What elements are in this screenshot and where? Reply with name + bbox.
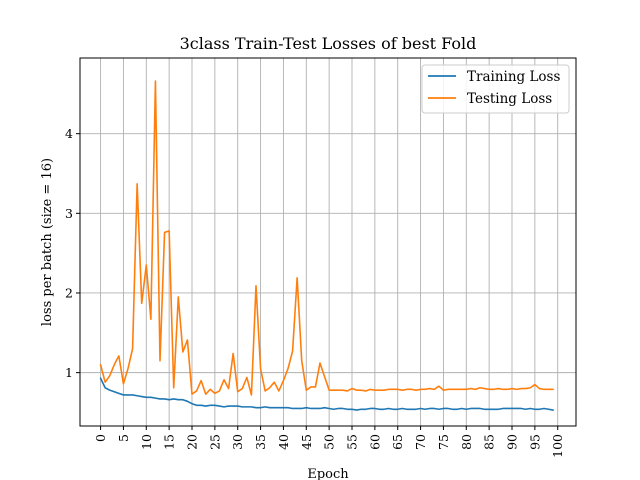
x-tick-label: 80 [459, 434, 474, 450]
chart-title: 3class Train-Test Losses of best Fold [180, 34, 477, 53]
x-tick-label: 35 [253, 434, 268, 450]
gridlines [80, 58, 576, 426]
y-tick-label: 4 [65, 126, 73, 141]
x-tick-label: 50 [322, 434, 337, 450]
x-tick-label: 90 [505, 434, 520, 450]
x-tick-label: 60 [367, 434, 382, 450]
series-lines [99, 80, 554, 411]
x-tick-label: 55 [345, 434, 360, 450]
testing-loss-line [99, 80, 554, 396]
y-axis-label: loss per batch (size = 16) [40, 158, 55, 326]
x-axis-label: Epoch [307, 467, 349, 480]
x-tick-label: 20 [185, 434, 200, 450]
legend-box [421, 64, 570, 114]
x-tick-label: 5 [116, 434, 131, 442]
x-tick-label: 15 [162, 434, 177, 450]
x-tick-label: 0 [93, 434, 108, 442]
training-loss-line [99, 377, 554, 411]
x-tick-label: 75 [436, 434, 451, 450]
x-tick-label: 65 [390, 434, 405, 450]
y-tick-label: 3 [65, 206, 73, 221]
legend: Training Loss Testing Loss [421, 64, 570, 114]
y-tick-label: 1 [65, 365, 73, 380]
axis-ticks: 0 5 10 15 20 25 30 35 40 45 50 55 60 65 70 75 80 85 90 95 10… [65, 126, 565, 458]
legend-label-testing: Testing Loss [467, 91, 552, 107]
x-tick-label: 30 [230, 434, 245, 450]
plot-area-frame [79, 57, 577, 427]
x-tick-label: 25 [207, 434, 222, 450]
y-tick-label: 2 [65, 285, 73, 300]
x-tick-label: 95 [527, 434, 542, 450]
legend-label-training: Training Loss [467, 69, 560, 85]
x-tick-label: 10 [139, 434, 154, 450]
x-tick-label: 40 [276, 434, 291, 450]
x-tick-label: 100 [550, 434, 565, 458]
x-tick-label: 70 [413, 434, 428, 450]
x-tick-label: 85 [482, 434, 497, 450]
x-tick-label: 45 [299, 434, 314, 450]
